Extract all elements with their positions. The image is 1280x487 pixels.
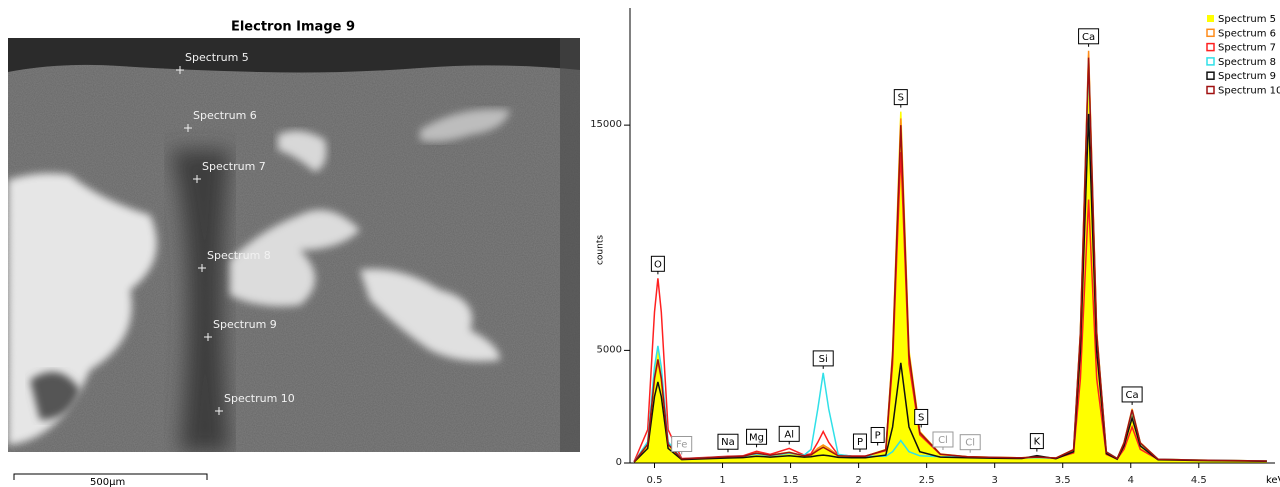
y-tick-label: 5000	[597, 344, 622, 355]
annotation: Cl	[965, 438, 975, 449]
annotation: S	[898, 93, 904, 104]
legend-label: Spectrum 5	[1218, 14, 1276, 25]
series-line	[633, 50, 1267, 463]
annotation: Al	[784, 429, 794, 440]
legend-swatch	[1206, 28, 1215, 38]
legend-label: Spectrum 9	[1218, 71, 1276, 82]
point-label: Spectrum 7	[202, 160, 266, 173]
x-tick-label: 4	[1128, 475, 1134, 486]
x-tick-label: 2.5	[919, 475, 935, 486]
annotation: P	[857, 437, 863, 448]
series-line	[633, 152, 1267, 462]
x-tick-label: 1.5	[783, 475, 799, 486]
y-axis-label: counts	[596, 235, 606, 265]
legend-swatch	[1206, 42, 1215, 52]
series-line	[633, 62, 1267, 463]
legend-label: Spectrum 7	[1218, 43, 1276, 54]
series-line	[633, 57, 1267, 463]
point-markers	[176, 66, 223, 415]
y-tick-label: 15000	[590, 119, 622, 130]
legend-swatch	[1206, 57, 1215, 66]
legend-swatch	[1206, 71, 1215, 80]
x-tick-label: 3.5	[1055, 475, 1071, 486]
x-tick-label: 4.5	[1191, 475, 1207, 486]
point-label: Spectrum 9	[213, 318, 277, 331]
x-tick-label: 3	[991, 475, 997, 486]
annotation: K	[1034, 437, 1041, 448]
scale-bar	[13, 473, 208, 480]
annotation: Ca	[1082, 32, 1095, 43]
point-label: Spectrum 10	[224, 392, 295, 405]
x-tick-label: 0.5	[647, 475, 663, 486]
point-label: Spectrum 8	[207, 249, 271, 262]
annotation: O	[654, 259, 662, 270]
annotation: Mg	[749, 432, 764, 443]
annotation: Fe	[676, 439, 687, 450]
point-label: Spectrum 6	[193, 109, 257, 122]
series-line	[633, 55, 1267, 463]
annotation: P	[875, 430, 881, 441]
y-tick-label: 0	[616, 457, 622, 468]
x-axis-label: keV	[1266, 475, 1280, 486]
legend-label: Spectrum 6	[1218, 28, 1276, 39]
annotation: Ca	[1126, 390, 1139, 401]
legend-swatch	[1207, 15, 1214, 22]
point-label: Spectrum 5	[185, 51, 249, 64]
series-line	[633, 113, 1267, 463]
legend-swatch	[1206, 85, 1215, 95]
annotation: Si	[819, 354, 828, 365]
electron-image	[8, 38, 580, 452]
x-tick-label: 1	[719, 475, 725, 486]
scale-label: 500µm	[90, 477, 125, 487]
legend-label: Spectrum 8	[1218, 57, 1276, 68]
image-title: Electron Image 9	[231, 20, 355, 35]
annotation: Na	[721, 437, 735, 448]
legend-label: Spectrum 10	[1218, 86, 1280, 97]
annotation-box	[1078, 28, 1100, 45]
x-tick-label: 2	[855, 475, 861, 486]
series-area	[634, 55, 1267, 464]
annotation: Cl	[938, 435, 948, 446]
annotation: S	[918, 412, 924, 423]
